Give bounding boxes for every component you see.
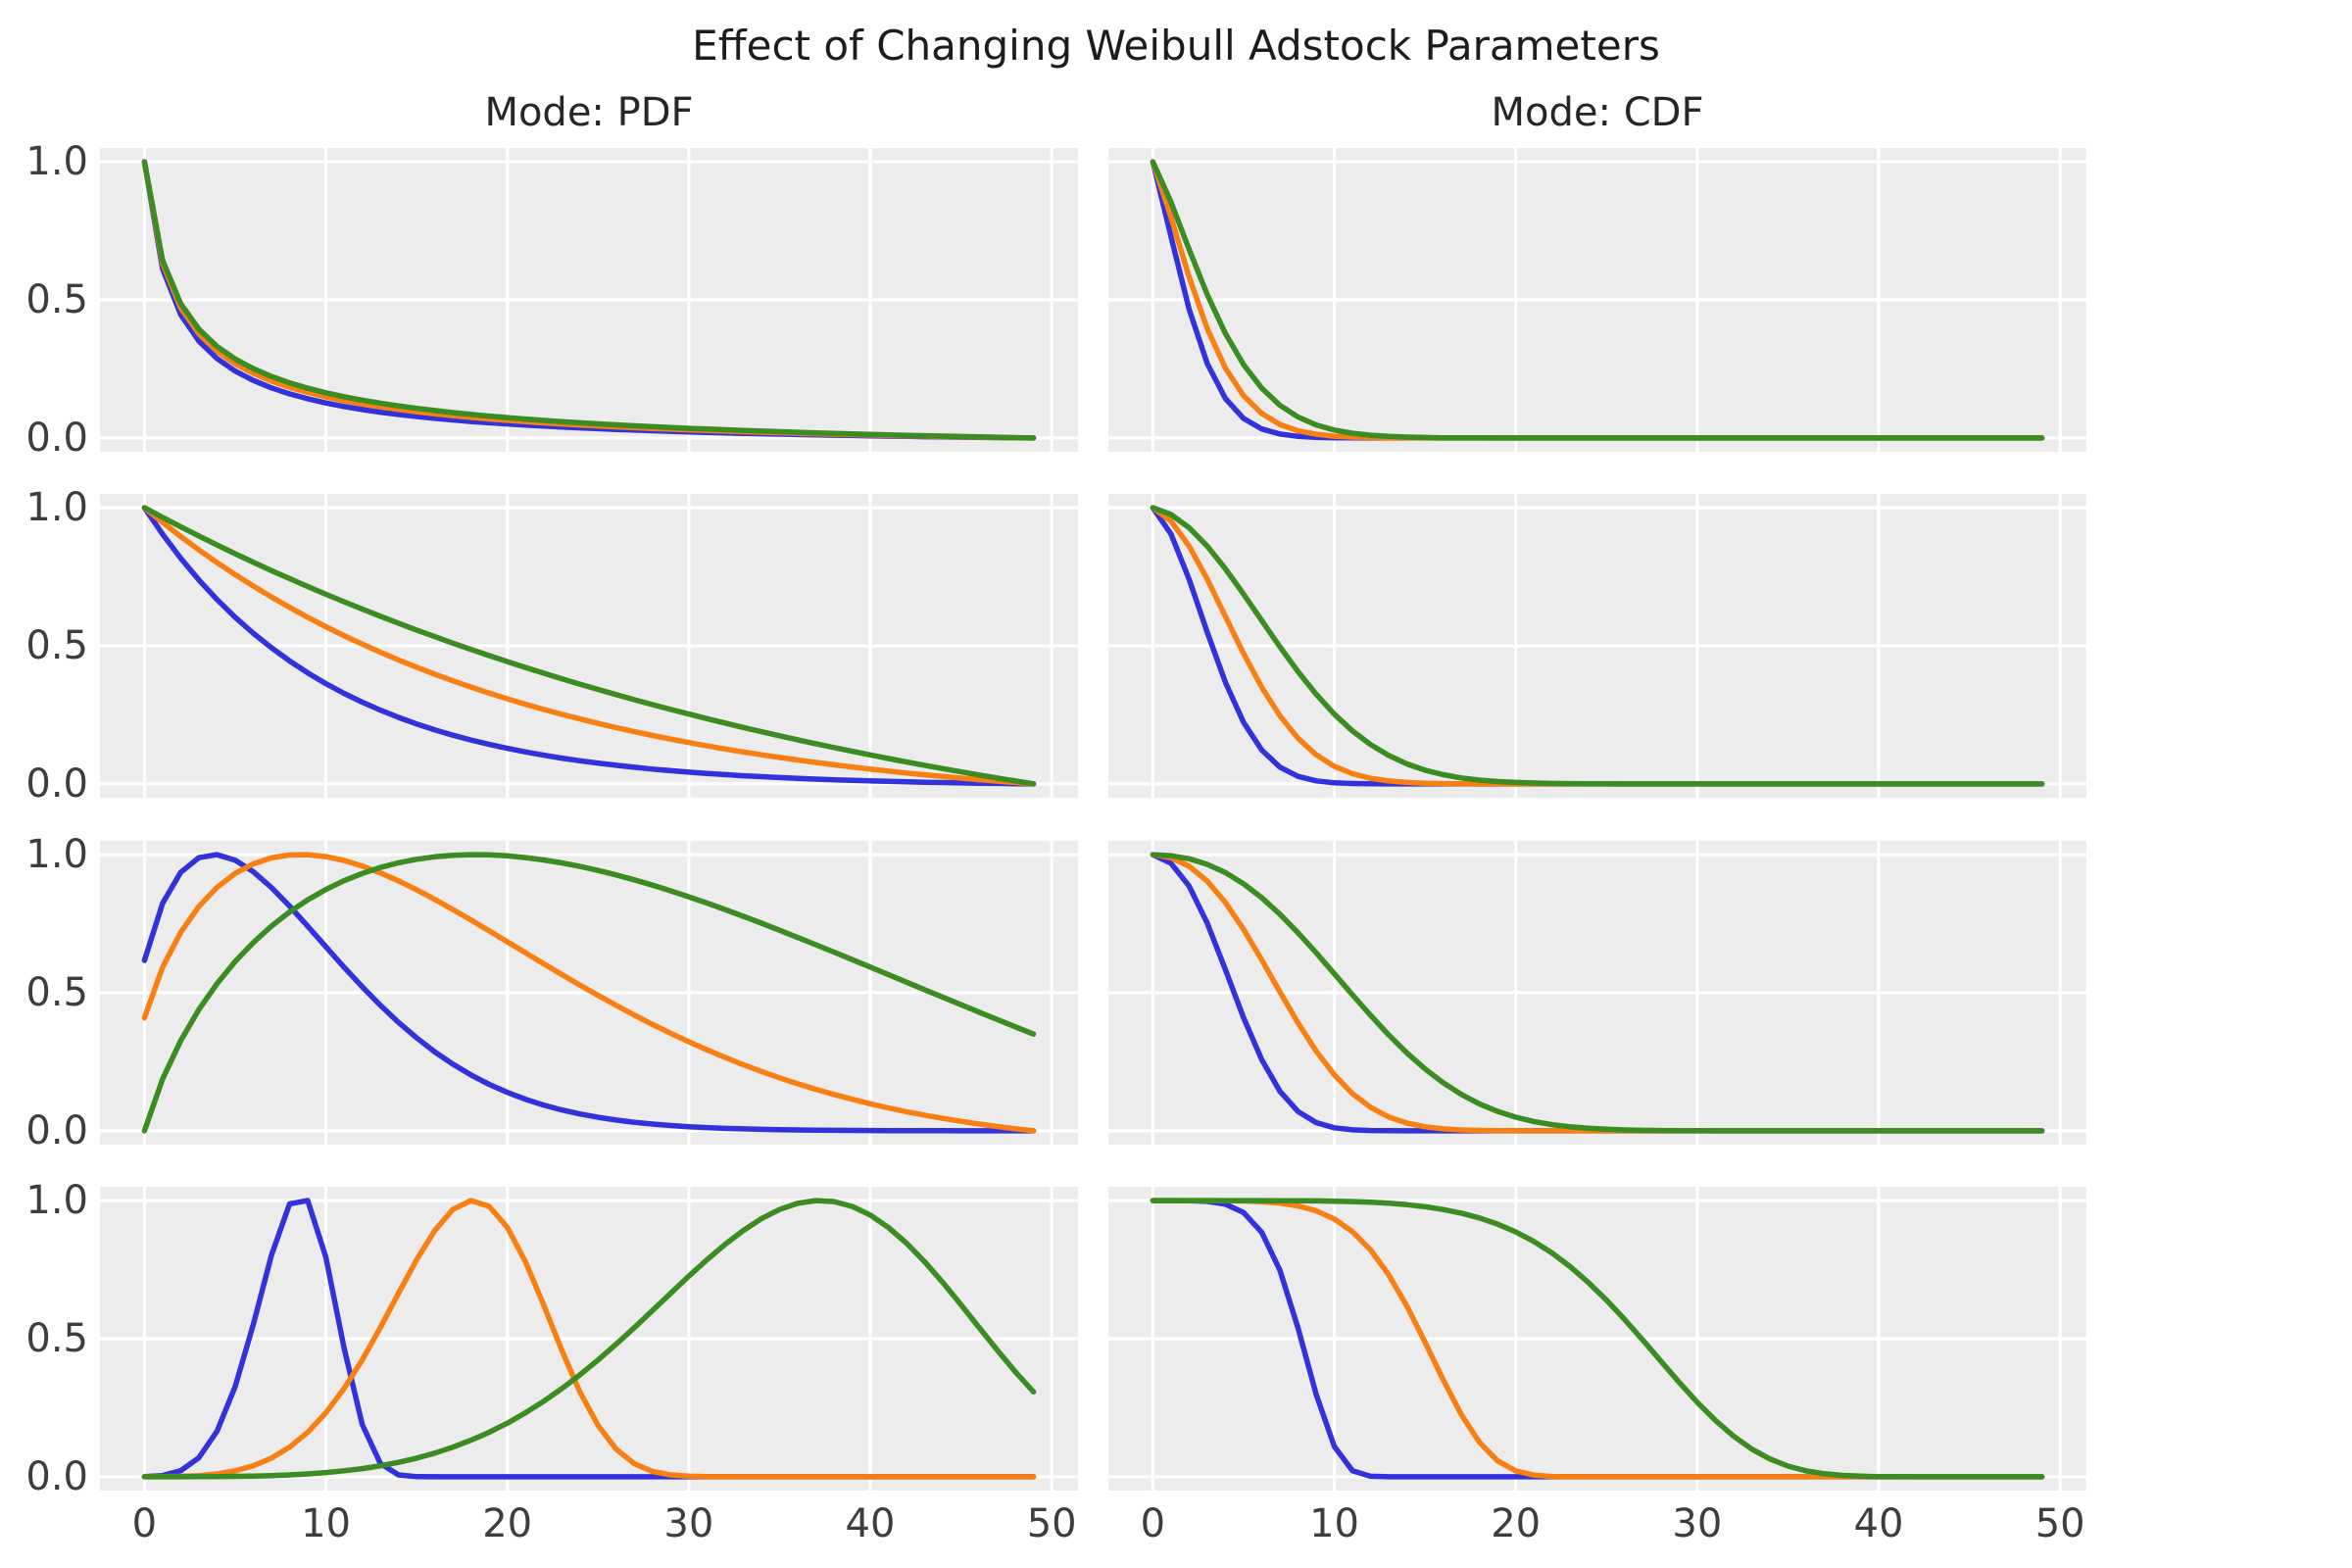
y-tick-label: 0.0 [25,1107,88,1153]
x-tick-label: 30 [1672,1501,1723,1546]
plot-canvas [1108,841,2086,1145]
plot-canvas [100,148,1078,452]
y-tick-label: 0.0 [25,760,88,807]
subplot-pdf-shape-1.5 [100,841,1078,1145]
curve-scale-20 [141,1198,1037,1480]
subplot-pdf-shape-1 [100,494,1078,798]
x-tick-label: 50 [2034,1501,2085,1546]
x-tick-label: 30 [663,1501,714,1546]
y-tick-label: 0.0 [25,1453,88,1499]
curve-scale-40 [141,159,1037,441]
plot-canvas [100,841,1078,1145]
subplot-pdf-shape-0.5 [100,148,1078,452]
y-tick-label: 0.5 [25,277,88,322]
column-title-cdf: Mode: CDF [1491,90,1704,135]
y-tick-label: 1.0 [25,832,88,878]
x-tick-label: 20 [482,1501,533,1546]
curve-scale-40 [141,852,1037,1134]
y-tick-label: 0.5 [25,1316,88,1361]
y-tick-label: 1.0 [25,485,88,531]
curve-scale-40 [1150,505,2045,787]
y-tick-label: 0.5 [25,970,88,1015]
curve-scale-40 [1150,1198,2045,1480]
plot-canvas [1108,494,2086,798]
curve-scale-20 [141,852,1037,1134]
subplot-cdf-shape-5 [1108,1187,2086,1491]
subplot-cdf-shape-1.5 [1108,841,2086,1145]
plot-canvas [100,1187,1078,1491]
curve-scale-40 [1150,852,2045,1134]
y-tick-label: 0.5 [25,623,88,668]
subplot-cdf-shape-0.5 [1108,148,2086,452]
plot-canvas [100,494,1078,798]
column-title-pdf: Mode: PDF [484,90,694,135]
x-tick-label: 20 [1491,1501,1542,1546]
y-tick-label: 1.0 [25,1178,88,1224]
x-tick-label: 10 [301,1501,351,1546]
curve-scale-10 [141,505,1037,787]
x-tick-label: 0 [131,1501,158,1546]
curve-scale-40 [1150,159,2045,441]
x-tick-label: 50 [1026,1501,1077,1546]
plot-canvas [1108,1187,2086,1491]
figure-title: Effect of Changing Weibull Adstock Param… [692,22,1660,70]
curve-scale-40 [141,1198,1037,1480]
curve-scale-20 [141,505,1037,787]
subplot-pdf-shape-5 [100,1187,1078,1491]
x-tick-label: 40 [1853,1501,1904,1546]
curve-scale-40 [141,505,1037,787]
y-tick-label: 1.0 [25,139,88,185]
plot-canvas [1108,148,2086,452]
subplot-cdf-shape-1 [1108,494,2086,798]
x-tick-label: 40 [845,1501,896,1546]
x-tick-label: 10 [1309,1501,1359,1546]
x-tick-label: 0 [1140,1501,1166,1546]
y-tick-label: 0.0 [25,415,88,461]
